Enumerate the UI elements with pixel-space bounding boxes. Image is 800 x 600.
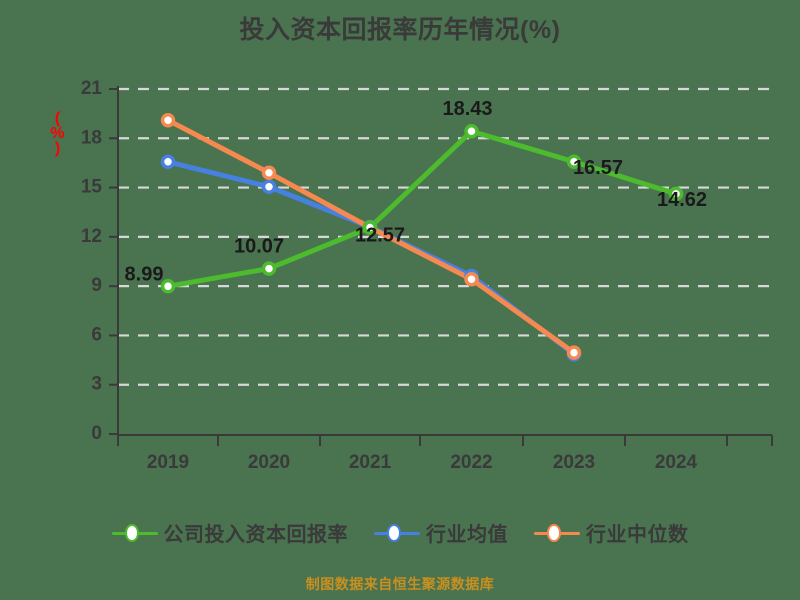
y-tick-label: 18 [81,127,102,148]
data-point-marker [464,123,479,139]
data-point-marker [566,345,582,360]
series-line [165,128,679,289]
data-point-marker [261,261,277,276]
legend-marker-icon [534,522,580,544]
data-point-marker [261,179,277,194]
series-points-group [160,112,684,362]
legend-item[interactable]: 公司投入资本回报率 [111,518,349,547]
x-tick-label: 2023 [553,452,595,473]
y-axis-unit-label: (%) [49,110,66,155]
y-tick-label: 9 [91,275,102,296]
legend-item[interactable]: 行业中位数 [534,518,689,547]
data-point-marker [362,220,378,235]
data-point-marker [566,154,582,170]
data-point-marker [160,154,176,170]
legend-item[interactable]: 行业均值 [374,518,508,547]
y-tick-label: 12 [81,226,102,247]
data-point-labels: 8.99 10.07 12.57 18.43 16.57 14.62 [125,98,708,285]
legend-marker-icon [111,522,158,544]
x-tick-marks [117,435,728,446]
y-tick-label: 15 [81,177,103,198]
footer-source-note: 制图数据来自恒生聚源数据库 [305,576,495,592]
x-tick-label: 2019 [147,452,189,473]
gridlines-group [118,87,770,386]
legend-dot [124,523,139,542]
legend-dot [547,523,561,542]
x-tick-label: 2020 [248,452,290,473]
data-point-marker [261,165,277,181]
chart-title: 投入资本回报率历年情况(%) [239,16,561,44]
legend-marker-icon [374,522,420,544]
data-point-value-label: 18.43 [442,98,492,120]
data-point-value-label: 12.57 [355,224,405,246]
y-tick-label: 3 [91,374,102,395]
x-tick-label: 2024 [655,452,698,473]
x-tick-label: 2021 [349,452,392,473]
y-tick-marks [109,88,118,435]
legend-dot [387,523,401,542]
data-point-value-label: 16.57 [573,157,623,179]
x-tick-labels: 2019 2020 2021 2022 2023 2024 [147,452,698,473]
legend-label: 行业均值 [426,524,508,546]
data-point-marker [160,112,176,128]
y-tick-labels: 0 3 6 9 12 15 18 21 [81,78,103,444]
y-tick-label: 0 [91,423,102,444]
series-line [165,159,577,357]
y-tick-label: 21 [81,78,103,99]
data-point-marker [160,279,176,294]
data-point-value-label: 14.62 [657,189,707,211]
legend-label: 公司投入资本回报率 [163,524,348,546]
legend-label: 行业中位数 [586,524,689,546]
axes-group [117,86,773,446]
data-point-marker [464,271,479,287]
data-point-marker [668,186,684,202]
data-point-value-label: 8.99 [125,263,164,285]
x-tick-label: 2022 [450,452,492,473]
data-point-value-label: 10.07 [234,236,284,258]
chart-legend: 公司投入资本回报率 行业均值 行业中位数 [0,518,800,547]
y-tick-label: 6 [91,324,102,345]
